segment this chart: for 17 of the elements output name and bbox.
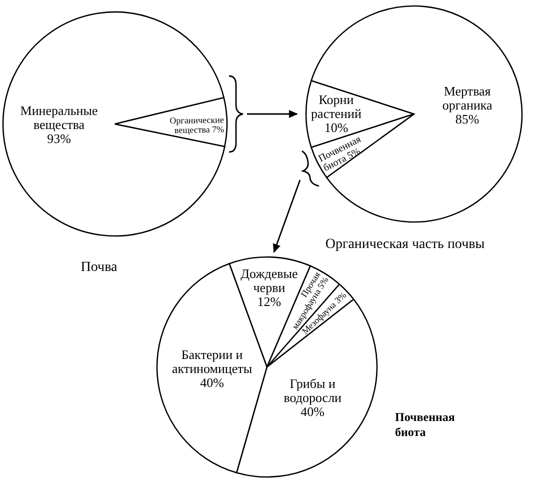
pie-slice [2,11,226,236]
slice-label: Грибы и водоросли [284,376,342,405]
data-label: 93% [47,130,72,146]
text: Органическая часть почвы [325,237,486,252]
text: Почвенная биота [395,410,456,439]
data-label: 40% [300,404,325,419]
data-label: 12% [257,294,282,309]
slice-label: Бактерии и актиномицеты [172,346,252,376]
slice-label: Дождевые черви [240,266,298,295]
data-label: 85% [455,112,480,127]
slice-label: Минеральные вещества [20,102,98,132]
slice-label: Мертвая органика [442,84,493,113]
data-label: 40% [200,374,224,390]
text: Почва [80,260,118,275]
data-label: 10% [324,120,348,135]
slice-label: Органические вещества 7% [170,114,225,136]
slice-label: Корни растений [311,92,362,121]
